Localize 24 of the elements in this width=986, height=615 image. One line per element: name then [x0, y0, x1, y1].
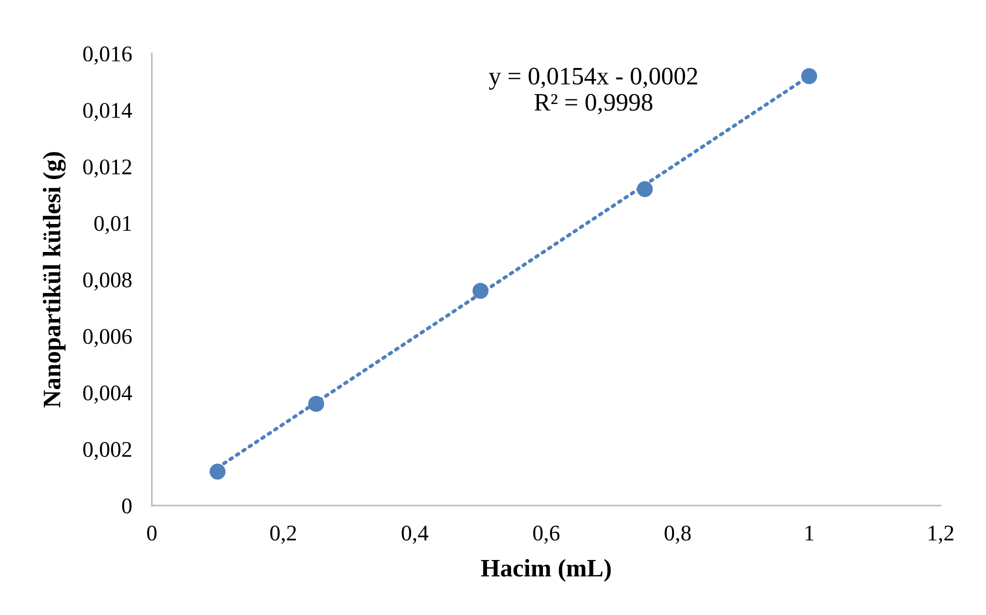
x-tick-label: 0,2 — [270, 526, 296, 544]
point — [308, 396, 324, 412]
y-tick-label: 0,008 — [83, 272, 132, 291]
y-tick-label: 0,014 — [83, 102, 132, 122]
x-tick-label: 1 — [806, 526, 814, 540]
x-tick-label: 0,4 — [402, 526, 428, 544]
x-tick-label: 1,2 — [928, 526, 954, 544]
x-axis-title: Hacim (mL) — [481, 559, 611, 582]
y-tick-label: 0 — [122, 498, 132, 514]
x-tick-label: 0,6 — [533, 526, 560, 544]
point — [636, 181, 653, 198]
y-tick-label: 0,006 — [83, 328, 132, 348]
point — [210, 464, 226, 480]
y-tick-label: 0,012 — [83, 159, 132, 178]
y-tick-label: 0,004 — [83, 385, 132, 404]
y-tick-label: 0,002 — [83, 442, 132, 460]
point — [472, 282, 488, 299]
point — [801, 68, 818, 84]
x-tick-label: 0,8 — [664, 526, 691, 544]
x-tick-label: 0 — [147, 526, 157, 541]
annotation: y = 0,0154x - 0,0002 R² = 0,9998 — [488, 68, 698, 114]
y-tick-label: 0,01 — [94, 216, 132, 234]
y-tick-label: 0,016 — [83, 46, 132, 65]
y-axis-title: Nanopartikül kütlesi (g) — [42, 152, 66, 408]
